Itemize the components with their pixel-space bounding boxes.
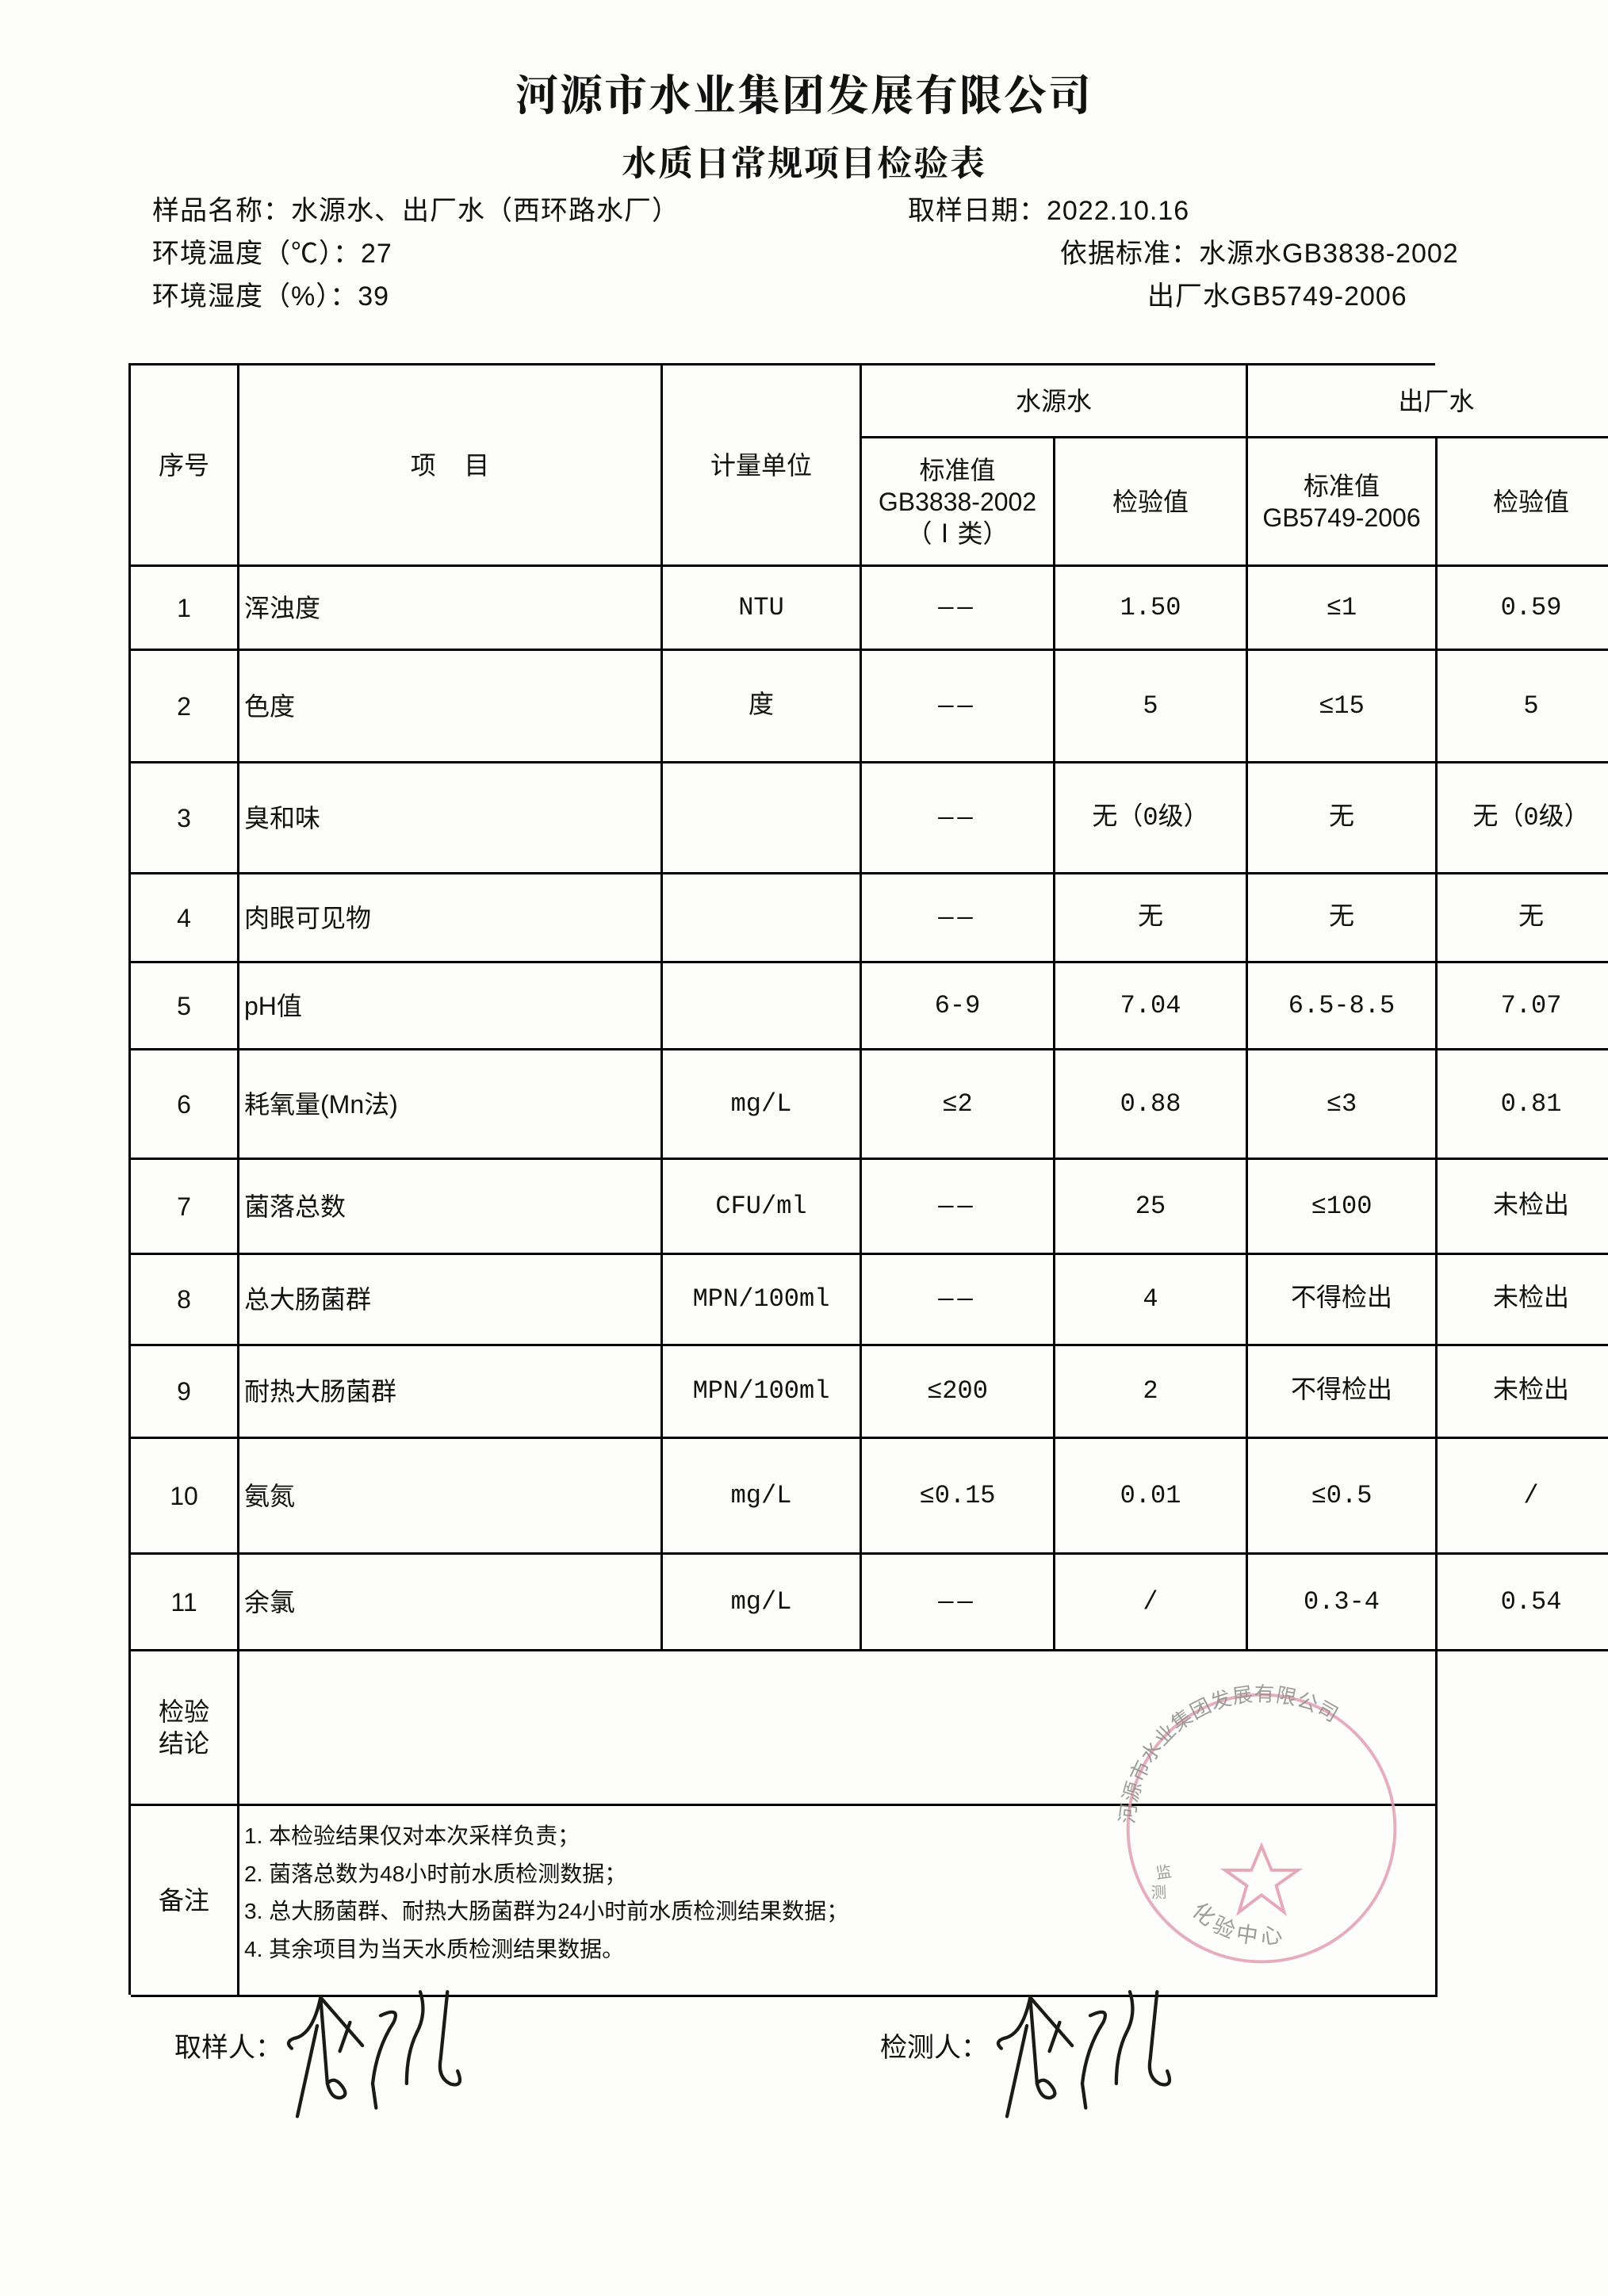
svg-text:测: 测	[1150, 1879, 1167, 1903]
svg-text:河源市水业集团发展有限公司: 河源市水业集团发展有限公司	[1114, 1681, 1345, 1825]
